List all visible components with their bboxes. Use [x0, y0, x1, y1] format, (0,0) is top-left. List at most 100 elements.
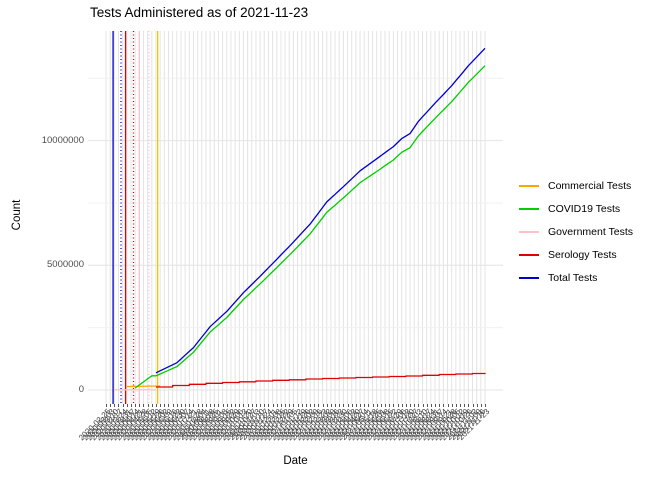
x-tick-mark	[201, 404, 203, 407]
x-tick-mark	[435, 404, 437, 407]
x-tick-mark	[289, 404, 291, 407]
x-tick-mark	[293, 404, 295, 407]
x-tick-mark	[326, 404, 328, 407]
x-tick-mark	[222, 404, 224, 407]
x-tick-mark	[106, 404, 107, 407]
x-tick-mark	[443, 404, 445, 407]
x-tick-mark	[151, 404, 153, 407]
x-tick-mark	[110, 404, 112, 407]
x-tick-mark	[385, 404, 387, 407]
x-tick-mark	[276, 404, 278, 407]
x-tick-mark	[218, 404, 220, 407]
chart-title: Tests Administered as of 2021-11-23	[90, 5, 309, 20]
x-tick-mark	[126, 404, 128, 407]
x-tick-mark	[239, 404, 241, 407]
legend-key-line	[519, 202, 539, 216]
x-tick-mark	[401, 404, 403, 407]
x-tick-mark	[339, 404, 341, 407]
x-tick-mark	[355, 404, 357, 407]
y-tick-label: 10000000	[41, 134, 84, 146]
x-tick-mark	[301, 404, 303, 407]
x-tick-mark	[164, 404, 166, 407]
legend-entry-serology-tests: Serology Tests	[519, 243, 633, 266]
x-tick-mark	[347, 404, 349, 407]
legend-entry-commercial-tests: Commercial Tests	[519, 174, 633, 197]
x-tick-mark	[376, 404, 378, 407]
x-tick-mark	[335, 404, 337, 407]
x-tick-mark	[185, 404, 187, 407]
x-tick-mark	[268, 404, 270, 407]
x-tick-mark	[155, 404, 157, 407]
x-tick-mark	[176, 404, 178, 407]
legend-key-line	[519, 179, 539, 193]
x-tick-mark	[460, 404, 461, 407]
x-tick-mark	[297, 404, 299, 407]
legend-entry-government-tests: Government Tests	[519, 220, 633, 243]
series-line-total-tests	[155, 47, 486, 374]
series-line-commercial-tests	[126, 385, 161, 388]
x-tick-mark	[243, 404, 245, 407]
x-tick-mark	[447, 404, 449, 407]
legend-entry-total-tests: Total Tests	[519, 266, 633, 289]
legend: Commercial Tests COVID19 Tests Government …	[519, 174, 633, 289]
x-tick-mark	[422, 404, 424, 407]
x-tick-mark	[226, 404, 228, 407]
legend-label: Commercial Tests	[548, 179, 632, 192]
x-tick-mark	[439, 404, 441, 407]
x-tick-mark	[147, 404, 149, 407]
x-tick-mark	[468, 404, 470, 407]
x-tick-mark	[405, 404, 407, 407]
x-tick-mark	[305, 404, 307, 407]
x-tick-mark	[118, 404, 120, 407]
legend-label: COVID19 Tests	[548, 202, 621, 215]
x-tick-mark	[393, 404, 395, 407]
x-tick-mark	[172, 404, 174, 407]
x-tick-mark	[380, 404, 382, 407]
legend-entry-covid19-tests: COVID19 Tests	[519, 197, 633, 220]
x-tick-mark	[343, 404, 345, 407]
x-tick-mark	[430, 404, 432, 407]
legend-key-line	[519, 225, 539, 239]
plot-panel	[88, 31, 503, 404]
x-tick-mark	[464, 404, 466, 407]
x-tick-mark	[455, 404, 457, 407]
x-tick-mark	[260, 404, 262, 407]
x-tick-mark	[368, 404, 370, 407]
x-tick-mark	[235, 404, 237, 407]
series-line-covid19-tests	[134, 65, 486, 389]
x-tick-mark	[264, 404, 266, 407]
x-tick-mark	[210, 404, 212, 407]
x-tick-mark	[122, 404, 124, 407]
x-tick-mark	[160, 404, 162, 407]
x-tick-mark	[255, 404, 257, 407]
x-tick-mark	[330, 404, 332, 407]
x-tick-mark	[285, 404, 287, 407]
x-tick-mark	[135, 404, 137, 407]
legend-label: Government Tests	[548, 225, 634, 238]
x-tick-mark	[130, 404, 132, 407]
x-tick-mark	[247, 404, 249, 407]
x-tick-mark	[426, 404, 428, 407]
x-tick-mark	[310, 404, 312, 407]
x-tick-mark	[180, 404, 182, 407]
x-tick-mark	[472, 404, 474, 407]
x-tick-mark	[114, 404, 116, 407]
x-tick-mark	[389, 404, 391, 407]
x-tick-mark	[480, 404, 482, 407]
x-tick-mark	[410, 404, 412, 407]
x-tick-mark	[205, 404, 207, 407]
x-tick-mark	[414, 404, 416, 407]
x-tick-mark	[372, 404, 374, 407]
legend-key-line	[519, 271, 539, 285]
x-tick-mark	[451, 404, 453, 407]
x-tick-mark	[251, 404, 253, 407]
y-tick-label: 0	[78, 384, 84, 395]
x-tick-mark	[168, 404, 170, 407]
x-tick-mark	[418, 404, 420, 407]
x-tick-mark	[193, 404, 195, 407]
x-tick-mark	[318, 404, 320, 407]
series-line-serology-tests	[156, 372, 486, 388]
x-tick-mark	[189, 404, 191, 407]
legend-label: Serology Tests	[548, 248, 617, 261]
